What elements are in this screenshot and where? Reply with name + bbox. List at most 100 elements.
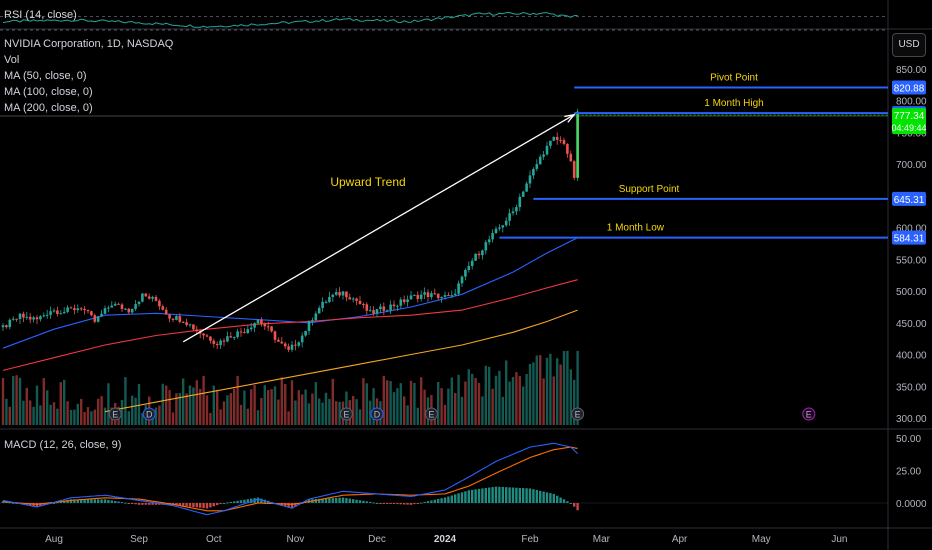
volume-bar	[406, 405, 409, 425]
candle-body	[35, 317, 39, 320]
volume-bar	[246, 408, 249, 425]
volume-bar	[413, 382, 416, 425]
volume-bar	[229, 393, 232, 425]
macd-histogram-bar	[352, 499, 355, 503]
volume-bar	[460, 396, 464, 425]
level-annotation: Support Point	[619, 184, 680, 195]
volume-bar	[515, 372, 518, 425]
trend-arrow-head	[564, 113, 576, 123]
candle-body	[317, 307, 321, 314]
macd-histogram-bar	[137, 503, 141, 505]
price-tick-label: 700.00	[896, 160, 927, 171]
price-tick-label: 350.00	[896, 382, 927, 393]
macd-histogram-bar	[260, 498, 263, 503]
volume-bar	[535, 355, 538, 425]
candle-body	[572, 161, 576, 178]
candle-body	[416, 294, 420, 299]
event-marker-label: E	[343, 410, 349, 420]
trend-annotation: Upward Trend	[330, 175, 405, 189]
volume-bar	[576, 350, 579, 425]
volume-bar	[318, 398, 321, 425]
volume-bar	[52, 402, 56, 425]
macd-histogram-bar	[90, 499, 93, 503]
volume-bar	[236, 376, 239, 425]
candle-body	[283, 343, 287, 347]
macd-histogram-bar	[63, 500, 66, 503]
volume-bar	[263, 385, 266, 425]
macd-histogram-bar	[491, 487, 494, 503]
volume-bar	[178, 393, 181, 425]
candle-body	[236, 331, 239, 338]
current-price-countdown: 04:49:44	[891, 123, 926, 133]
candle-body	[433, 293, 437, 295]
macd-histogram-bar	[539, 490, 542, 503]
macd-histogram-bar	[471, 489, 474, 503]
volume-bar	[233, 388, 236, 425]
candle-body	[49, 311, 52, 315]
volume-bar	[120, 399, 124, 425]
candle-body	[188, 324, 192, 326]
candle-body	[263, 323, 267, 327]
volume-bar	[192, 387, 195, 425]
volume-bar	[498, 370, 501, 425]
currency-button[interactable]: USD	[892, 33, 926, 57]
price-tick-label: 850.00	[896, 65, 927, 76]
event-marker-label: E	[428, 410, 434, 420]
macd-histogram-bar	[525, 488, 528, 503]
volume-bar	[539, 355, 542, 425]
candle-body	[253, 323, 256, 328]
macd-histogram-bar	[331, 498, 334, 503]
ma100-legend[interactable]: MA (100, close, 0)	[4, 86, 93, 98]
macd-histogram-bar	[488, 487, 491, 503]
macd-histogram-bar	[144, 503, 147, 505]
event-marker	[142, 407, 156, 421]
volume-bar	[338, 401, 341, 425]
volume-bar	[365, 383, 368, 425]
volume-bar	[416, 407, 419, 425]
volume-bar	[182, 378, 185, 425]
macd-histogram-bar	[477, 488, 481, 503]
macd-histogram-bar	[107, 499, 110, 503]
candle-body	[487, 239, 491, 243]
symbol-legend[interactable]: NVIDIA Corporation, 1D, NASDAQ	[4, 38, 174, 50]
event-marker	[571, 407, 585, 421]
price-label-value: 584.31	[894, 234, 925, 245]
ma50-legend[interactable]: MA (50, close, 0)	[4, 70, 87, 82]
price-label-box	[892, 80, 926, 95]
macd-histogram-bar	[80, 499, 83, 503]
volume-bar	[314, 382, 317, 425]
volume-bar	[1, 377, 5, 425]
macd-histogram-bar	[576, 503, 579, 511]
price-tick-label: 400.00	[896, 351, 927, 362]
candle-body	[181, 321, 185, 323]
candle-body	[504, 220, 508, 226]
candle-body	[450, 295, 454, 297]
ma200-legend[interactable]: MA (200, close, 0)	[4, 102, 93, 114]
volume-bar	[270, 389, 273, 425]
volume-bar	[301, 394, 304, 425]
candle-body	[389, 304, 392, 311]
volume-bar	[273, 386, 277, 425]
candle-body	[460, 276, 464, 284]
macd-histogram-bar	[127, 503, 130, 504]
candle-body	[569, 153, 573, 162]
macd-histogram-bar	[355, 499, 358, 503]
macd-histogram-bar	[66, 500, 69, 503]
macd-histogram-bar	[474, 489, 477, 503]
volume-bar	[216, 389, 219, 425]
candle-body	[130, 308, 134, 313]
volume-bar	[29, 400, 32, 425]
candle-body	[15, 318, 18, 320]
volume-bar	[212, 385, 215, 425]
candle-body	[69, 307, 73, 309]
candle-body	[266, 326, 270, 328]
macd-histogram-bar	[542, 491, 545, 503]
volume-bar	[471, 373, 474, 425]
volume-bar	[491, 388, 494, 425]
volume-bar	[42, 378, 45, 425]
candle-body	[171, 318, 175, 320]
candle-body	[321, 301, 324, 308]
candle-body	[385, 310, 389, 312]
volume-bar	[481, 396, 484, 425]
